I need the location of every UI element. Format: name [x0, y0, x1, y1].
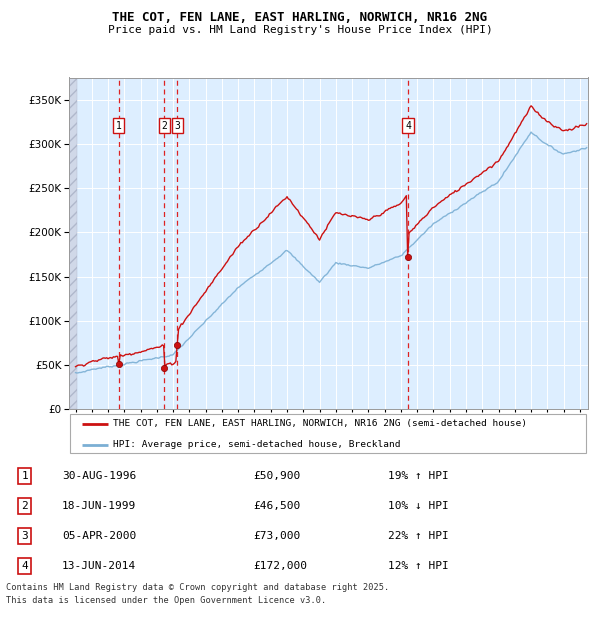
Text: 2: 2 [22, 501, 28, 511]
Text: Price paid vs. HM Land Registry's House Price Index (HPI): Price paid vs. HM Land Registry's House … [107, 25, 493, 35]
Text: £73,000: £73,000 [253, 531, 300, 541]
Text: This data is licensed under the Open Government Licence v3.0.: This data is licensed under the Open Gov… [6, 596, 326, 605]
FancyBboxPatch shape [70, 414, 586, 453]
Text: 12% ↑ HPI: 12% ↑ HPI [388, 561, 449, 572]
Text: 3: 3 [22, 531, 28, 541]
Text: 19% ↑ HPI: 19% ↑ HPI [388, 471, 449, 480]
Text: 2: 2 [161, 121, 167, 131]
Text: 10% ↓ HPI: 10% ↓ HPI [388, 501, 449, 511]
Bar [69, 78, 77, 409]
Text: 4: 4 [22, 561, 28, 572]
Text: THE COT, FEN LANE, EAST HARLING, NORWICH, NR16 2NG: THE COT, FEN LANE, EAST HARLING, NORWICH… [113, 11, 487, 24]
Text: 1: 1 [22, 471, 28, 480]
Text: 1: 1 [116, 121, 122, 131]
Text: THE COT, FEN LANE, EAST HARLING, NORWICH, NR16 2NG (semi-detached house): THE COT, FEN LANE, EAST HARLING, NORWICH… [113, 419, 527, 428]
Text: 4: 4 [405, 121, 411, 131]
Text: 3: 3 [175, 121, 180, 131]
Text: £172,000: £172,000 [253, 561, 307, 572]
Text: 13-JUN-2014: 13-JUN-2014 [62, 561, 136, 572]
Text: 05-APR-2000: 05-APR-2000 [62, 531, 136, 541]
Text: £50,900: £50,900 [253, 471, 300, 480]
Text: HPI: Average price, semi-detached house, Breckland: HPI: Average price, semi-detached house,… [113, 440, 401, 450]
Text: 30-AUG-1996: 30-AUG-1996 [62, 471, 136, 480]
Text: £46,500: £46,500 [253, 501, 300, 511]
Text: Contains HM Land Registry data © Crown copyright and database right 2025.: Contains HM Land Registry data © Crown c… [6, 583, 389, 593]
Text: 18-JUN-1999: 18-JUN-1999 [62, 501, 136, 511]
Text: 22% ↑ HPI: 22% ↑ HPI [388, 531, 449, 541]
